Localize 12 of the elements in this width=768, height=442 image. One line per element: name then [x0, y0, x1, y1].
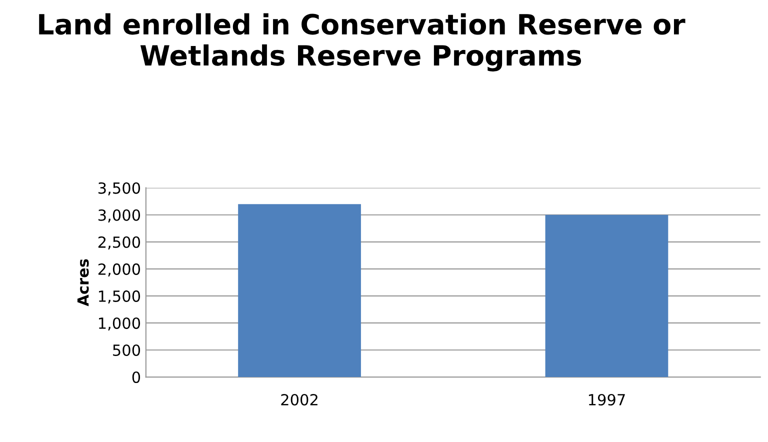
y-tick-label: 2,000 — [98, 263, 140, 277]
y-tick-label: 1,500 — [99, 290, 140, 304]
y-tick-label: 500 — [113, 344, 140, 356]
x-tick-label: 1997 — [588, 394, 625, 406]
x-tick-label: 2002 — [281, 394, 318, 406]
chart-title: Land enrolled in Conservation Reserve or Wetlands Reserve Programs — [39, 13, 686, 72]
y-tick-label: 1,000 — [99, 317, 140, 331]
y-tick-label: 3,500 — [98, 182, 140, 196]
y-tick-label: 3,000 — [98, 209, 140, 222]
y-axis-title: Acres — [77, 259, 89, 306]
y-tick-label: 0 — [132, 371, 140, 384]
y-tick-label: 2,500 — [98, 236, 140, 250]
